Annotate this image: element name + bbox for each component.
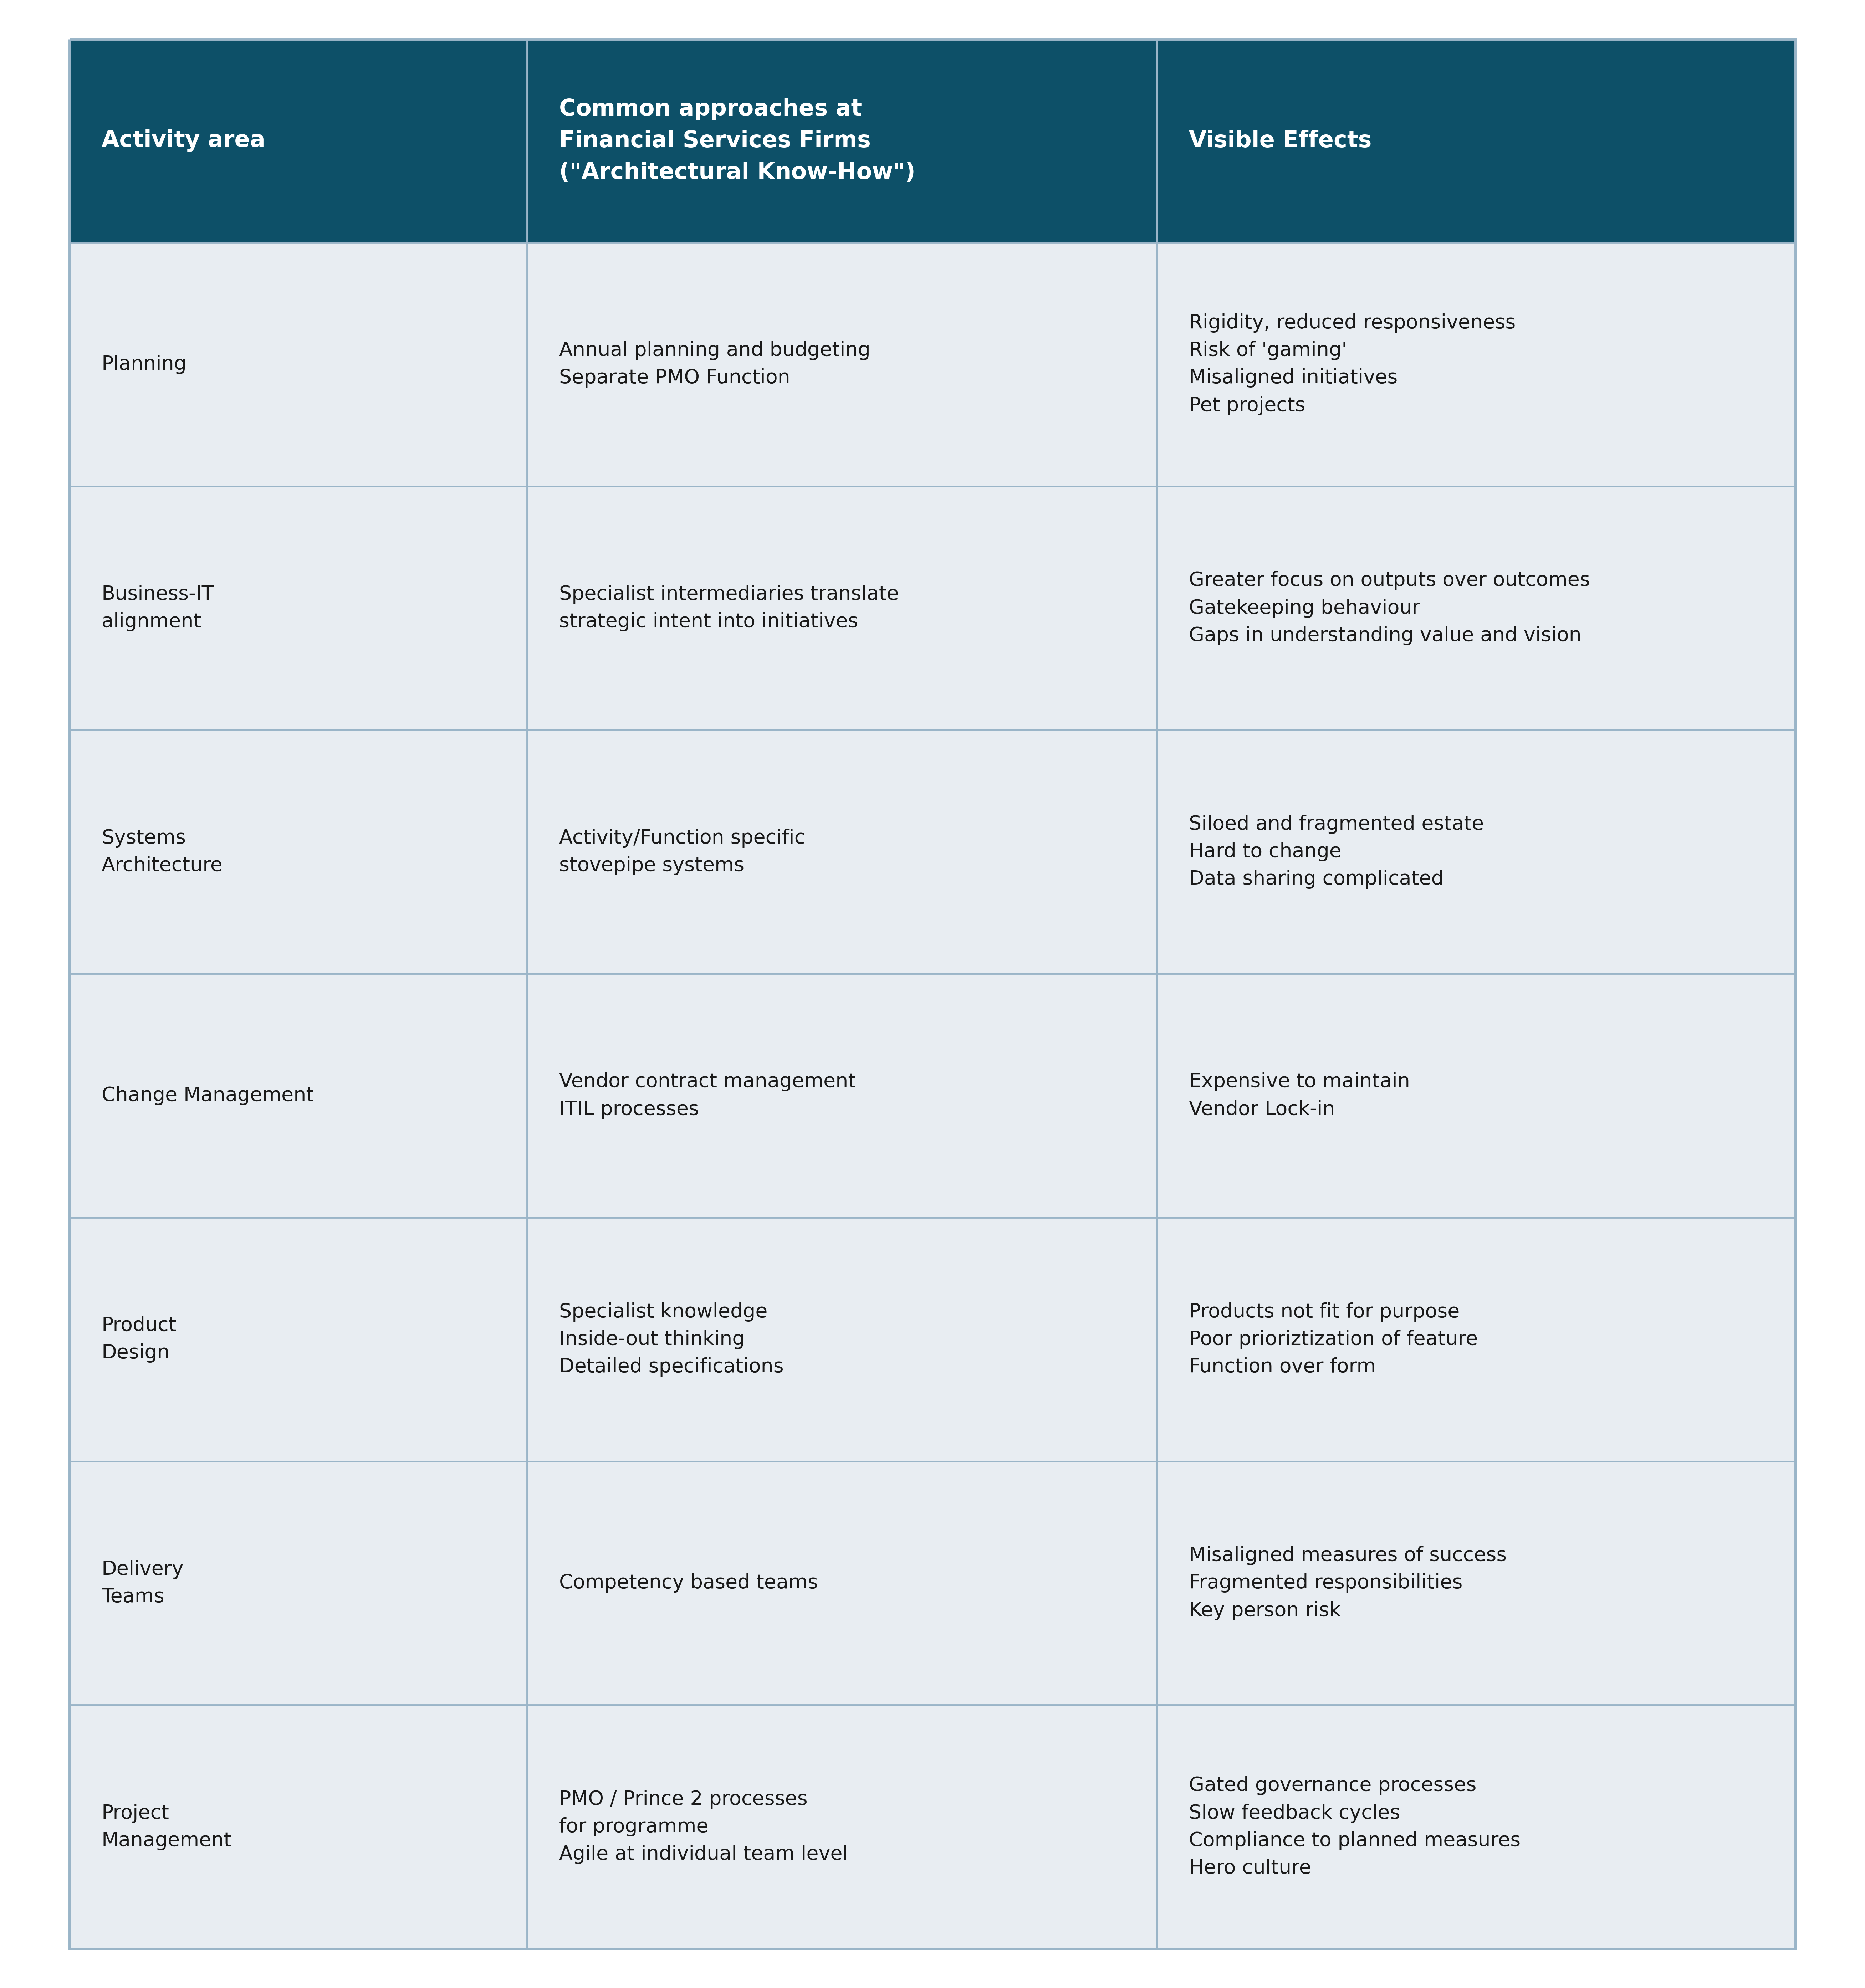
Bar [528,974,1156,1217]
Text: Business-IT
alignment: Business-IT alignment [101,584,214,632]
Bar [69,40,528,243]
Bar [1156,974,1796,1217]
Text: Annual planning and budgeting
Separate PMO Function: Annual planning and budgeting Separate P… [560,342,871,388]
Text: Gated governance processes
Slow feedback cycles
Compliance to planned measures
H: Gated governance processes Slow feedback… [1190,1775,1520,1879]
Bar [528,1706,1156,1948]
Bar [69,974,528,1217]
Bar [1156,1706,1796,1948]
Text: Planning: Planning [101,354,186,374]
Bar [1156,40,1796,243]
Text: Project
Management: Project Management [101,1803,231,1851]
Bar [1156,1217,1796,1461]
Text: Misaligned measures of success
Fragmented responsibilities
Key person risk: Misaligned measures of success Fragmente… [1190,1547,1507,1620]
Text: Common approaches at
Financial Services Firms
("Architectural Know-How"): Common approaches at Financial Services … [560,97,916,183]
Bar [1156,1461,1796,1706]
Text: Greater focus on outputs over outcomes
Gatekeeping behaviour
Gaps in understandi: Greater focus on outputs over outcomes G… [1190,571,1591,646]
Bar [1156,487,1796,730]
Bar [528,1461,1156,1706]
Text: Expensive to maintain
Vendor Lock-in: Expensive to maintain Vendor Lock-in [1190,1072,1410,1119]
Text: Delivery
Teams: Delivery Teams [101,1561,185,1606]
Text: Visible Effects: Visible Effects [1190,129,1373,151]
Bar [69,1217,528,1461]
Text: Specialist knowledge
Inside-out thinking
Detailed specifications: Specialist knowledge Inside-out thinking… [560,1302,783,1376]
Bar [69,243,528,487]
Text: Specialist intermediaries translate
strategic intent into initiatives: Specialist intermediaries translate stra… [560,584,899,632]
Bar [69,487,528,730]
Bar [1156,730,1796,974]
Text: Activity/Function specific
stovepipe systems: Activity/Function specific stovepipe sys… [560,829,806,875]
Text: Activity area: Activity area [101,129,265,151]
Text: Change Management: Change Management [101,1085,313,1105]
Text: Competency based teams: Competency based teams [560,1574,819,1592]
Bar [528,1217,1156,1461]
Bar [69,730,528,974]
Bar [69,1706,528,1948]
Bar [528,40,1156,243]
Bar [528,487,1156,730]
Bar [69,1461,528,1706]
Text: PMO / Prince 2 processes
for programme
Agile at individual team level: PMO / Prince 2 processes for programme A… [560,1789,849,1865]
Text: Products not fit for purpose
Poor prioriztization of feature
Function over form: Products not fit for purpose Poor priori… [1190,1302,1477,1376]
Text: Systems
Architecture: Systems Architecture [101,829,224,875]
Bar [528,730,1156,974]
Text: Vendor contract management
ITIL processes: Vendor contract management ITIL processe… [560,1072,856,1119]
Bar [1156,243,1796,487]
Text: Product
Design: Product Design [101,1316,177,1362]
Text: Siloed and fragmented estate
Hard to change
Data sharing complicated: Siloed and fragmented estate Hard to cha… [1190,815,1485,889]
Bar [528,243,1156,487]
Text: Rigidity, reduced responsiveness
Risk of 'gaming'
Misaligned initiatives
Pet pro: Rigidity, reduced responsiveness Risk of… [1190,314,1516,415]
